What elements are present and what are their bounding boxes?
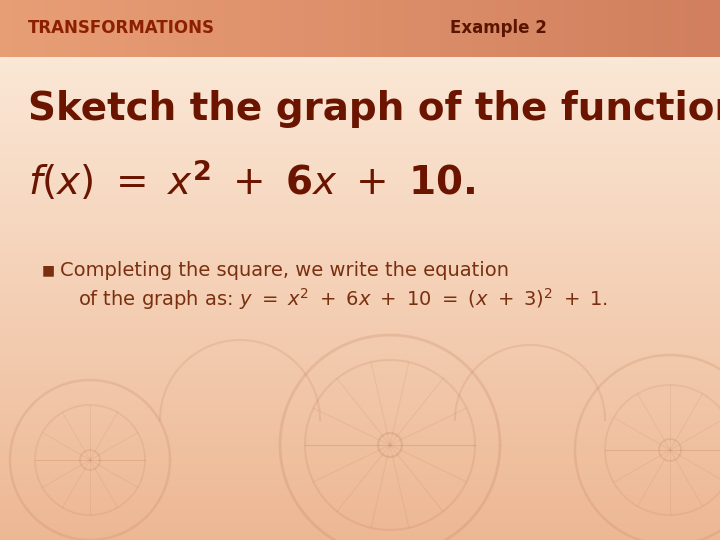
Text: TRANSFORMATIONS: TRANSFORMATIONS [28, 19, 215, 37]
Text: of the graph as: $\mathit{y}\ =\ \mathit{x}^{2}\ +\ 6\mathit{x}\ +\ 10\ =\ (\mat: of the graph as: $\mathit{y}\ =\ \mathit… [78, 286, 608, 312]
Text: Example 2: Example 2 [450, 19, 547, 37]
Text: $\mathit{f}(\mathit{x})\ =\ \mathit{x}^{\mathbf{2}}\ +\ \mathbf{6}\mathit{x}\ +\: $\mathit{f}(\mathit{x})\ =\ \mathit{x}^{… [28, 158, 476, 203]
Text: ■: ■ [42, 264, 55, 278]
Text: Completing the square, we write the equation: Completing the square, we write the equa… [60, 261, 509, 280]
Text: Sketch the graph of the function: Sketch the graph of the function [28, 90, 720, 127]
